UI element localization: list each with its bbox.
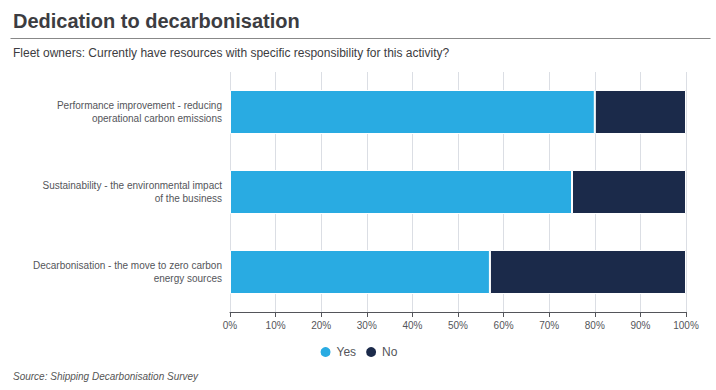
svg-text:100%: 100% (673, 320, 699, 331)
svg-text:30%: 30% (357, 320, 377, 331)
svg-text:Decarbonisation - the move to: Decarbonisation - the move to zero carbo… (33, 260, 222, 271)
svg-text:10%: 10% (266, 320, 286, 331)
svg-text:No: No (382, 345, 398, 359)
svg-text:Performance improvement - redu: Performance improvement - reducing (57, 100, 222, 111)
svg-text:20%: 20% (311, 320, 331, 331)
svg-text:Fleet owners: Currently have r: Fleet owners: Currently have resources w… (13, 46, 449, 60)
svg-text:0%: 0% (223, 320, 238, 331)
svg-text:Dedication to decarbonisation: Dedication to decarbonisation (13, 10, 300, 32)
svg-text:Source: Shipping Decarbonisati: Source: Shipping Decarbonisation Survey (13, 371, 199, 382)
svg-text:50%: 50% (448, 320, 468, 331)
svg-text:40%: 40% (402, 320, 422, 331)
svg-text:operational carbon emissions: operational carbon emissions (92, 113, 222, 124)
svg-text:Yes: Yes (337, 345, 357, 359)
svg-text:60%: 60% (494, 320, 514, 331)
svg-text:Sustainability - the environme: Sustainability - the environmental impac… (42, 180, 222, 191)
svg-text:of the business: of the business (155, 193, 222, 204)
svg-text:energy sources: energy sources (154, 273, 222, 284)
svg-text:70%: 70% (539, 320, 559, 331)
svg-text:90%: 90% (630, 320, 650, 331)
svg-text:80%: 80% (585, 320, 605, 331)
